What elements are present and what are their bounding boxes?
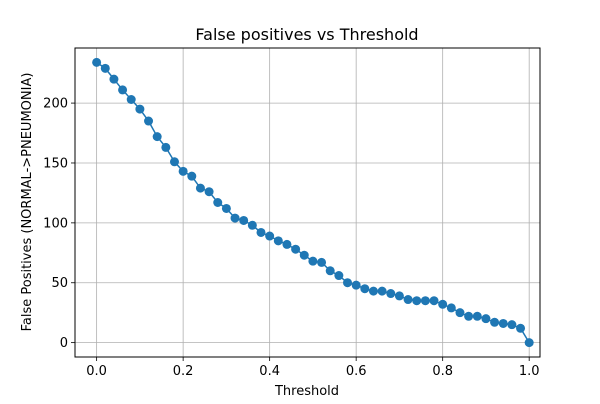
data-point xyxy=(161,142,171,152)
data-point xyxy=(152,132,162,142)
grid-lines xyxy=(75,48,540,357)
data-point xyxy=(446,303,456,313)
y-tick-label: 100 xyxy=(43,216,68,231)
data-point xyxy=(524,338,534,348)
y-tick-label: 50 xyxy=(51,276,68,291)
x-axis-ticks: 0.0 0.2 0.4 0.6 0.8 1.0 xyxy=(86,357,540,379)
data-point xyxy=(455,308,465,318)
data-point xyxy=(394,291,404,301)
data-point xyxy=(360,284,370,294)
data-point xyxy=(213,198,223,207)
data-point xyxy=(273,236,283,246)
data-point xyxy=(118,85,128,95)
data-point xyxy=(247,220,257,230)
data-point xyxy=(317,257,327,267)
y-axis-ticks: 0 50 100 150 200 xyxy=(43,97,75,351)
data-point xyxy=(239,215,249,225)
y-tick-label: 200 xyxy=(43,97,68,112)
data-point xyxy=(507,320,517,330)
data-point xyxy=(195,183,205,193)
data-point xyxy=(135,104,145,114)
data-point xyxy=(265,231,275,241)
data-point xyxy=(368,286,378,296)
data-series xyxy=(92,57,534,348)
y-tick-label: 150 xyxy=(43,156,68,171)
data-point xyxy=(351,280,361,290)
data-point xyxy=(412,296,422,306)
data-point xyxy=(420,296,430,306)
data-point xyxy=(187,171,197,181)
data-point xyxy=(498,318,508,328)
data-point xyxy=(481,314,491,324)
x-tick-label: 0.2 xyxy=(173,364,194,379)
plot-frame xyxy=(74,47,541,358)
data-point xyxy=(472,311,482,321)
data-point xyxy=(230,213,240,223)
data-point xyxy=(490,317,500,327)
data-point xyxy=(109,74,119,84)
data-point xyxy=(516,323,526,333)
data-point xyxy=(256,227,266,237)
data-point xyxy=(403,295,413,305)
data-point xyxy=(429,296,439,306)
data-point xyxy=(464,311,474,321)
x-axis-label: Threshold xyxy=(274,384,339,399)
data-point xyxy=(343,278,353,288)
x-tick-label: 0.4 xyxy=(259,364,280,379)
data-point xyxy=(126,95,136,104)
data-point xyxy=(308,256,318,266)
data-point xyxy=(386,289,396,299)
data-point xyxy=(144,116,154,126)
data-point xyxy=(299,250,309,260)
data-point xyxy=(282,239,292,249)
x-tick-label: 0.8 xyxy=(432,364,453,379)
x-tick-label: 1.0 xyxy=(519,364,540,379)
data-point xyxy=(178,166,188,176)
y-axis-label: False Positives (NORMAL->PNEUMONIA) xyxy=(20,73,35,332)
data-point xyxy=(325,266,335,276)
data-point xyxy=(204,187,214,197)
data-point xyxy=(377,286,387,296)
x-tick-label: 0.6 xyxy=(346,364,367,379)
data-point xyxy=(221,203,231,213)
data-point xyxy=(334,271,344,281)
chart-title: False positives vs Threshold xyxy=(195,25,418,44)
y-tick-label: 0 xyxy=(60,336,68,351)
data-point xyxy=(92,57,102,67)
data-point xyxy=(291,244,301,254)
data-point xyxy=(438,299,448,309)
data-point xyxy=(100,63,110,73)
x-tick-label: 0.0 xyxy=(86,364,107,379)
data-point xyxy=(169,157,179,167)
